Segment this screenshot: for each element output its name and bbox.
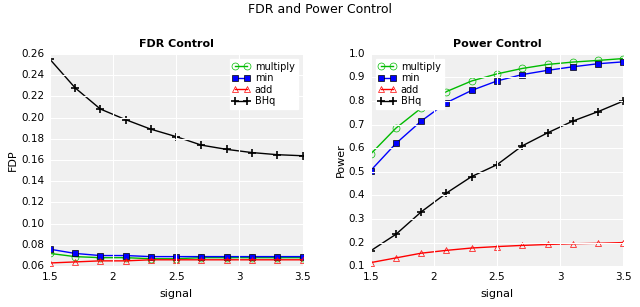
X-axis label: signal: signal [159,289,193,299]
Y-axis label: Power: Power [336,143,346,177]
Legend: multiply, min, add, BHq: multiply, min, add, BHq [230,59,298,109]
X-axis label: signal: signal [481,289,513,299]
Text: FDR and Power Control: FDR and Power Control [248,3,392,16]
Title: FDR Control: FDR Control [139,39,214,49]
Legend: multiply, min, add, BHq: multiply, min, add, BHq [376,59,444,109]
Title: Power Control: Power Control [452,39,541,49]
Y-axis label: FDP: FDP [8,149,19,171]
